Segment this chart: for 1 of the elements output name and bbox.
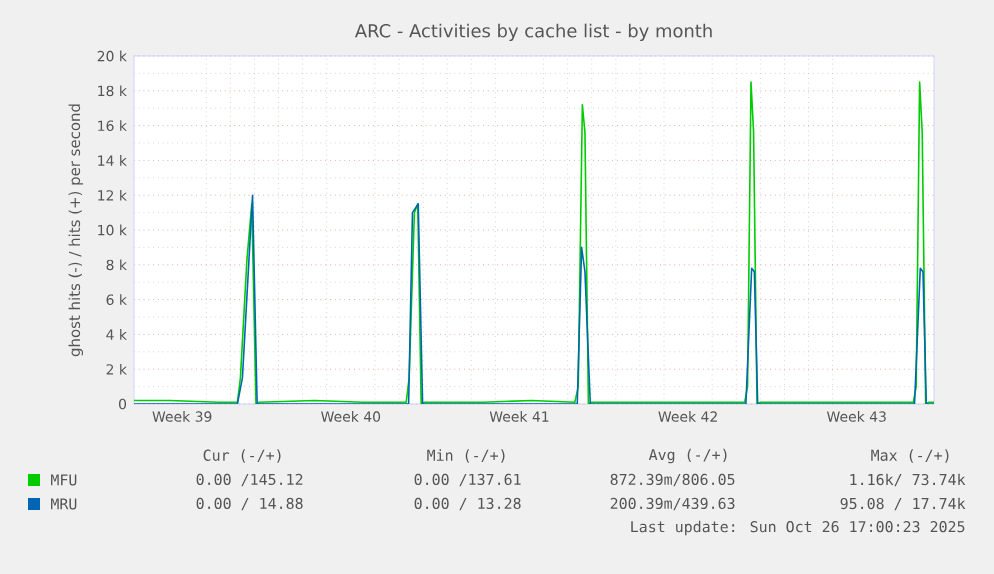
chart-title: ARC - Activities by cache list - by month xyxy=(354,23,712,41)
